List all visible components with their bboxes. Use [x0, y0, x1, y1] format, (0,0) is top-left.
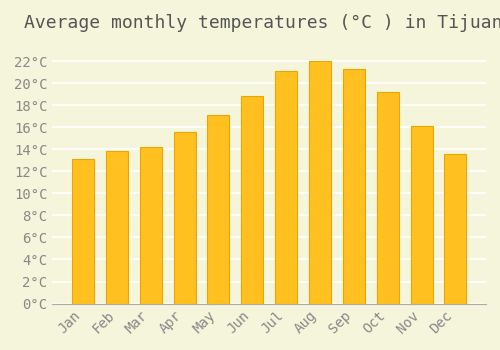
Bar	[106, 152, 128, 303]
Bar	[208, 115, 230, 303]
Bar	[72, 159, 94, 303]
Bar	[376, 92, 398, 303]
Bar	[309, 61, 331, 303]
Bar	[241, 96, 264, 303]
Bar	[343, 69, 365, 303]
Bar	[410, 126, 432, 303]
Bar	[444, 154, 466, 303]
Bar	[275, 71, 297, 303]
Bar	[140, 147, 162, 303]
Bar	[174, 132, 196, 303]
Title: Average monthly temperatures (°C ) in Tijuana: Average monthly temperatures (°C ) in Ti…	[24, 14, 500, 32]
